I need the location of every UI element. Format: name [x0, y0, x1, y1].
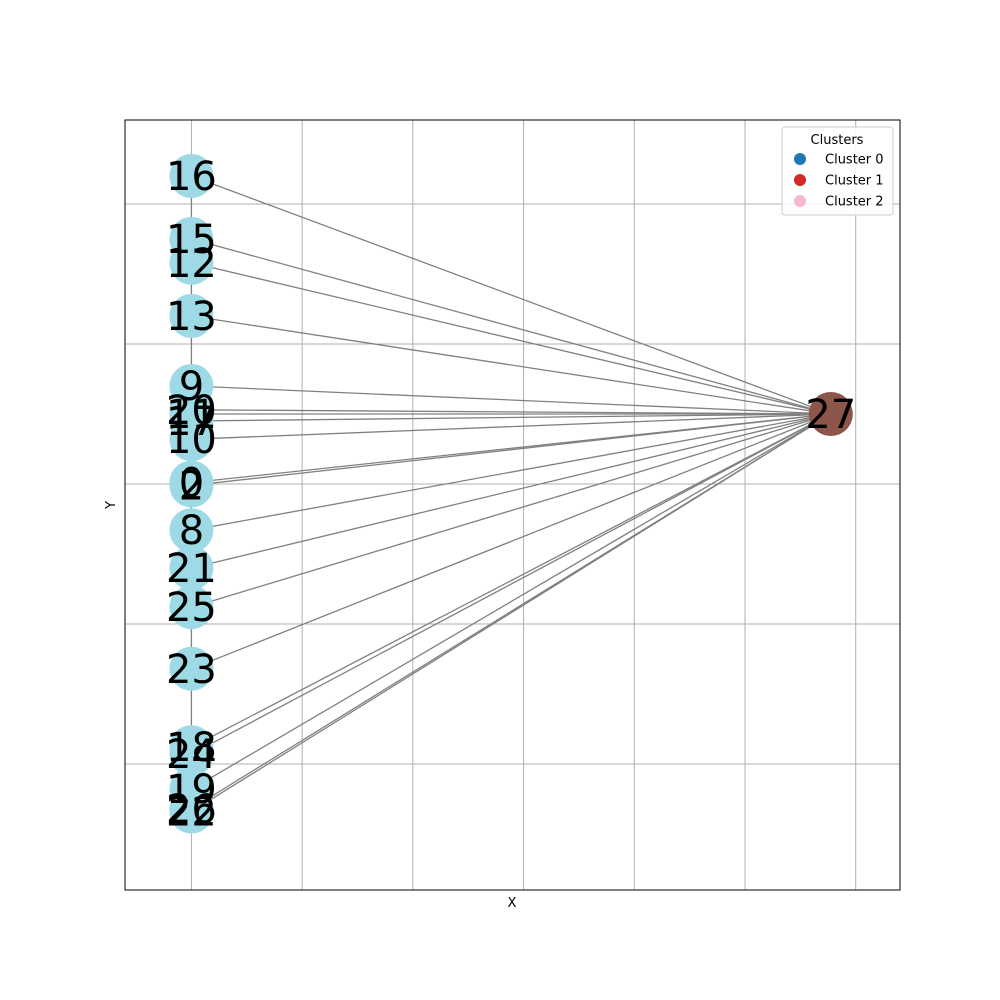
node-label-0: 0 [179, 461, 204, 507]
legend-label-cluster-1: Cluster 1 [825, 174, 884, 189]
node-label-15: 15 [166, 217, 217, 263]
node-label-18: 18 [166, 725, 217, 771]
y-axis-label: Y [104, 501, 119, 510]
legend-marker-cluster-0 [794, 153, 806, 165]
node-label-23: 23 [166, 647, 217, 693]
node-label-9: 9 [179, 364, 204, 410]
x-axis-label: X [508, 896, 517, 911]
node-label-27: 27 [805, 392, 856, 438]
node-label-25: 25 [166, 585, 217, 631]
legend-label-cluster-0: Cluster 0 [825, 153, 884, 168]
legend-marker-cluster-2 [794, 195, 806, 207]
legend-marker-cluster-1 [794, 174, 806, 186]
legend: Clusters Cluster 0 Cluster 1 Cluster 2 [782, 127, 893, 215]
node-label-8: 8 [179, 508, 204, 554]
node-label-16: 16 [166, 154, 217, 200]
node-label-13: 13 [166, 294, 217, 340]
legend-title: Clusters [811, 133, 864, 148]
legend-label-cluster-2: Cluster 2 [825, 195, 884, 210]
